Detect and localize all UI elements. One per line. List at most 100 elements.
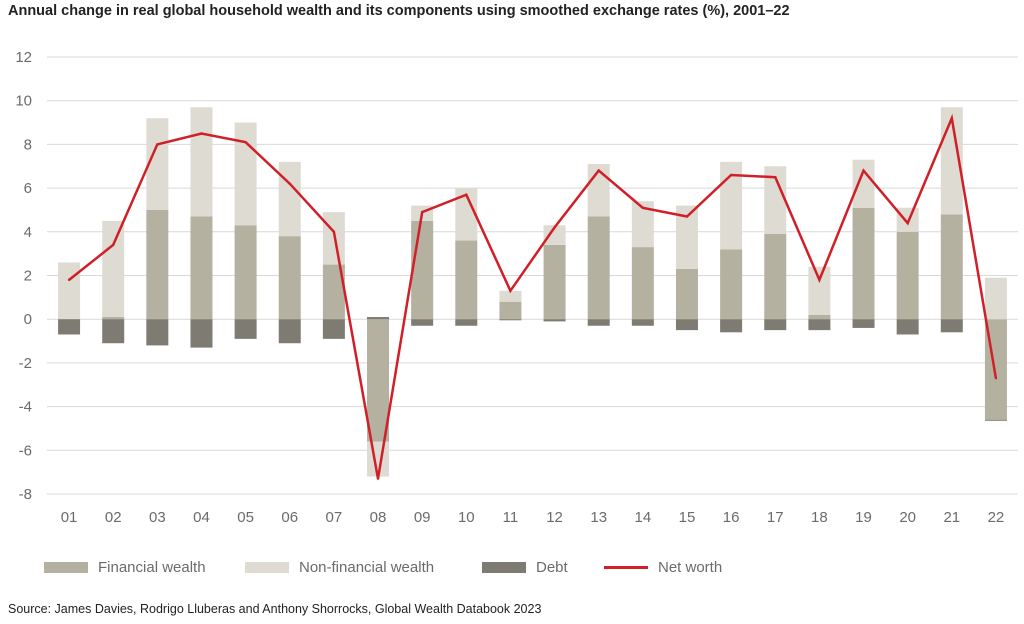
bar-debt <box>146 319 169 346</box>
x-tick-label: 22 <box>988 509 1005 526</box>
bar-debt <box>764 319 787 331</box>
bar-nonfinancial <box>455 188 478 241</box>
bar-financial <box>102 317 125 320</box>
bar-financial <box>322 264 345 320</box>
bar-debt <box>367 317 390 320</box>
y-tick-label: -4 <box>19 399 32 416</box>
legend-label-net: Net worth <box>658 558 723 576</box>
legend-item-financial: Financial wealth <box>44 557 206 577</box>
legend-swatch-net <box>604 565 648 569</box>
bar-debt <box>455 319 478 326</box>
bar-debt <box>808 319 831 331</box>
net-worth-point <box>950 116 953 120</box>
net-worth-point <box>774 175 777 179</box>
x-tick-label: 13 <box>590 509 607 526</box>
bar-financial <box>367 319 390 442</box>
bar-nonfinancial <box>278 161 301 237</box>
bars <box>58 107 1007 477</box>
x-tick-label: 02 <box>105 509 122 526</box>
legend-item-net: Net worth <box>604 557 722 577</box>
bar-financial <box>190 216 213 320</box>
x-tick-label: 04 <box>193 509 210 526</box>
x-tick-label: 16 <box>723 509 740 526</box>
x-tick-label: 09 <box>414 509 431 526</box>
bar-debt <box>631 319 654 326</box>
x-tick-label: 21 <box>943 509 960 526</box>
bar-nonfinancial <box>543 225 566 245</box>
bar-nonfinancial <box>499 290 522 302</box>
bar-debt <box>852 319 875 328</box>
y-tick-label: -2 <box>19 355 32 372</box>
y-tick-label: 0 <box>24 311 32 328</box>
x-tick-label: 05 <box>237 509 254 526</box>
bar-financial <box>234 225 257 320</box>
bar-financial <box>675 268 698 320</box>
x-tick-label: 17 <box>767 509 784 526</box>
bar-nonfinancial <box>720 161 743 250</box>
y-tick-labels: -8 -6 -4 -2 0 2 4 6 8 10 12 <box>15 49 32 503</box>
net-worth-point <box>862 169 865 172</box>
bar-nonfinancial <box>631 201 654 248</box>
net-worth-point <box>553 226 556 229</box>
bar-debt <box>278 319 301 344</box>
bar-debt <box>411 319 434 326</box>
bar-financial <box>808 314 831 320</box>
y-tick-label: 12 <box>15 49 32 66</box>
bar-financial <box>278 236 301 320</box>
x-tick-label: 12 <box>546 509 563 526</box>
legend-swatch-nonfinancial <box>245 561 289 573</box>
x-tick-label: 18 <box>811 509 828 526</box>
legend-label-nonfinancial: Non-financial wealth <box>299 558 435 576</box>
x-tick-label: 20 <box>899 509 916 526</box>
bar-financial <box>587 216 610 320</box>
bar-debt <box>587 319 610 326</box>
bar-financial <box>852 207 875 320</box>
net-worth-point <box>597 169 600 172</box>
x-tick-label: 01 <box>61 509 78 526</box>
net-worth-point <box>67 278 71 282</box>
bar-debt <box>58 319 81 335</box>
x-tick-label: 14 <box>634 509 651 526</box>
bar-nonfinancial <box>808 266 831 315</box>
legend-label-financial: Financial wealth <box>98 558 206 576</box>
bar-financial <box>896 231 919 320</box>
net-worth-point <box>376 477 380 480</box>
net-worth-point <box>685 215 689 218</box>
bar-nonfinancial <box>234 122 257 226</box>
bar-financial <box>455 240 478 320</box>
bar-nonfinancial <box>896 207 919 232</box>
legend-swatch-financial <box>44 561 88 573</box>
net-worth-point <box>465 193 468 196</box>
bar-financial <box>499 301 522 320</box>
bar-financial <box>720 249 743 320</box>
x-tick-label: 11 <box>503 509 519 526</box>
y-tick-label: 10 <box>15 93 32 110</box>
bar-debt <box>543 319 566 322</box>
y-tick-label: 8 <box>24 136 32 153</box>
net-worth-point <box>244 141 247 144</box>
bar-debt <box>190 319 213 348</box>
net-worth-line-layer <box>67 113 998 480</box>
source-note: Source: James Davies, Rodrigo Lluberas a… <box>8 602 542 616</box>
bar-nonfinancial <box>984 277 1007 320</box>
bar-financial <box>146 209 169 320</box>
bar-nonfinancial <box>675 205 698 269</box>
bar-financial <box>940 214 963 320</box>
x-tick-label: 15 <box>679 509 696 526</box>
bar-financial <box>543 244 566 320</box>
bar-debt <box>102 319 125 344</box>
bar-financial <box>411 220 434 320</box>
bar-financial <box>631 247 654 320</box>
y-tick-label: -6 <box>19 442 32 459</box>
bar-nonfinancial <box>58 262 81 320</box>
net-worth-point <box>112 243 115 247</box>
bar-nonfinancial <box>852 159 875 208</box>
bar-debt <box>234 319 257 339</box>
net-worth-point <box>729 173 733 177</box>
net-worth-line <box>68 113 998 479</box>
bar-debt <box>984 419 1007 421</box>
net-worth-point <box>641 206 645 209</box>
bar-debt <box>720 319 743 333</box>
bar-nonfinancial <box>102 220 125 318</box>
net-worth-point <box>332 230 336 233</box>
